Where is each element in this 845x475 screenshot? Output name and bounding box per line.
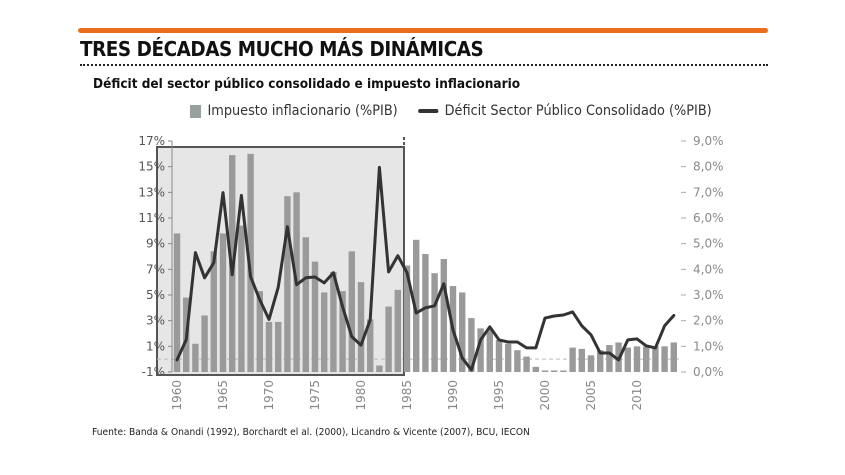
bar-1987 xyxy=(422,253,429,372)
bar-1972 xyxy=(284,196,291,372)
dotted-divider xyxy=(80,64,768,66)
x-tick-label: 1965 xyxy=(216,380,230,411)
left-tick-label: 17% xyxy=(138,134,165,148)
bar-1982 xyxy=(376,365,383,372)
left-tick-label: 1% xyxy=(146,339,165,353)
bar-1998 xyxy=(523,356,530,372)
bar-1971 xyxy=(275,321,282,372)
bar-1965 xyxy=(219,233,227,372)
right-tick-label: 3,0% xyxy=(693,288,724,302)
x-tick-label: 1970 xyxy=(262,380,276,411)
left-tick-label: 13% xyxy=(138,185,165,199)
bar-2007 xyxy=(606,345,613,372)
bar-1983 xyxy=(385,306,392,372)
bar-1969 xyxy=(256,291,263,372)
right-tick-label: 7,0% xyxy=(693,185,724,199)
bar-1991 xyxy=(459,292,466,372)
bar-1978 xyxy=(339,291,346,372)
bar-1968 xyxy=(247,153,254,372)
chart-subtitle: Déficit del sector público consolidado e… xyxy=(93,76,521,92)
right-tick-label: 6,0% xyxy=(693,211,724,225)
bar-1960 xyxy=(173,233,181,372)
bar-1981 xyxy=(367,319,374,372)
x-tick-label: 1980 xyxy=(354,380,368,411)
right-tick-label: 5,0% xyxy=(693,237,724,251)
bar-1995 xyxy=(495,339,503,372)
source-note: Fuente: Banda & Onandi (1992), Borchardt… xyxy=(92,427,530,438)
bar-2006 xyxy=(597,350,604,372)
bar-1980 xyxy=(357,282,365,372)
bar-1989 xyxy=(440,259,447,372)
bar-2014 xyxy=(670,342,677,372)
bar-1962 xyxy=(192,343,199,372)
bar-2004 xyxy=(578,348,585,372)
legend-line-label: Déficit Sector Público Consolidado (%PIB… xyxy=(444,103,712,119)
bar-1988 xyxy=(431,273,438,372)
legend-line-swatch xyxy=(417,109,439,113)
bar-2012 xyxy=(652,346,659,372)
x-tick-label: 1985 xyxy=(400,380,414,411)
bar-1992 xyxy=(468,318,475,372)
bar-1967 xyxy=(238,225,245,372)
right-tick-label: 1,0% xyxy=(693,339,724,353)
bar-1997 xyxy=(514,350,521,372)
deficit-line xyxy=(175,165,676,372)
left-tick-label: 15% xyxy=(138,160,165,174)
bar-2002 xyxy=(560,370,567,372)
bar-2005 xyxy=(587,355,595,372)
bar-2013 xyxy=(661,346,668,372)
bar-1999 xyxy=(532,366,539,372)
x-tick-label: 1960 xyxy=(170,380,184,411)
left-tick-label: 9% xyxy=(146,237,165,251)
bar-1970 xyxy=(265,321,273,372)
x-tick-label: 1995 xyxy=(492,380,506,411)
x-tick-label: 2010 xyxy=(630,380,644,411)
legend-bar-swatch xyxy=(190,104,202,118)
right-tick-label: 0,0% xyxy=(693,365,724,379)
right-tick-label: 9,0% xyxy=(693,134,724,148)
bar-1994 xyxy=(486,329,493,372)
left-tick-label: 11% xyxy=(138,211,165,225)
bar-1975 xyxy=(311,261,319,372)
bar-1964 xyxy=(210,251,217,372)
bar-2003 xyxy=(569,347,576,372)
x-tick-label: 1975 xyxy=(308,380,322,411)
bar-2009 xyxy=(624,347,631,372)
left-tick-label: 7% xyxy=(146,262,165,276)
bar-1993 xyxy=(477,328,484,372)
bar-2011 xyxy=(643,346,650,372)
bar-2010 xyxy=(633,346,641,372)
chart-legend: Impuesto inflacionario (%PIB) Déficit Se… xyxy=(190,103,712,119)
bar-2000 xyxy=(541,370,549,372)
right-tick-label: 4,0% xyxy=(693,262,724,276)
x-tick-label: 1990 xyxy=(446,380,460,411)
left-tick-label: 3% xyxy=(146,314,165,328)
left-tick-label: 5% xyxy=(146,288,165,302)
legend-bar-label: Impuesto inflacionario (%PIB) xyxy=(207,103,398,119)
bar-1984 xyxy=(394,289,401,372)
right-tick-label: 2,0% xyxy=(693,314,724,328)
bar-1963 xyxy=(201,315,208,372)
bar-1977 xyxy=(330,271,337,372)
right-tick-label: 8,0% xyxy=(693,160,724,174)
bar-1979 xyxy=(348,251,355,372)
bar-1986 xyxy=(413,239,420,372)
left-tick-label: -1% xyxy=(142,365,165,379)
x-tick-label: 2005 xyxy=(584,380,598,411)
page-title: TRES DÉCADAS MUCHO MÁS DINÁMICAS xyxy=(80,37,484,61)
bar-1996 xyxy=(505,343,512,372)
bar-1985 xyxy=(403,265,411,372)
bar-1976 xyxy=(321,292,328,372)
x-tick-label: 2000 xyxy=(538,380,552,411)
bar-2001 xyxy=(551,370,558,372)
bar-1974 xyxy=(302,237,309,372)
accent-rule xyxy=(78,28,768,33)
